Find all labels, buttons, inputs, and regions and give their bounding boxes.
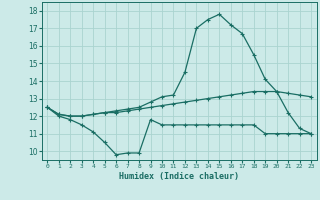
X-axis label: Humidex (Indice chaleur): Humidex (Indice chaleur) (119, 172, 239, 181)
